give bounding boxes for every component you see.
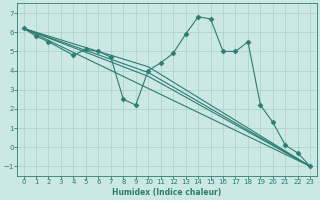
X-axis label: Humidex (Indice chaleur): Humidex (Indice chaleur) bbox=[112, 188, 221, 197]
